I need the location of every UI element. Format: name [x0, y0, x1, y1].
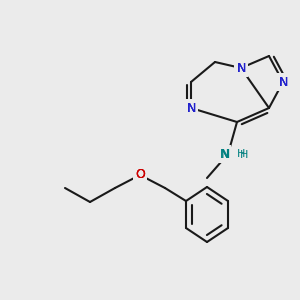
Text: N: N — [220, 148, 229, 160]
Text: N: N — [278, 76, 288, 88]
Text: N: N — [278, 76, 288, 88]
Text: O: O — [135, 169, 145, 182]
Text: N: N — [236, 61, 246, 74]
Text: O: O — [135, 169, 145, 182]
Text: N: N — [236, 61, 246, 74]
Text: O: O — [135, 169, 145, 182]
Text: N: N — [186, 101, 196, 115]
Text: H: H — [239, 151, 248, 160]
Text: N: N — [220, 148, 230, 160]
Text: N: N — [186, 101, 196, 115]
Text: N: N — [186, 101, 196, 115]
Text: N: N — [278, 76, 288, 88]
Text: N: N — [236, 61, 246, 74]
Text: H: H — [236, 149, 245, 159]
Text: N: N — [220, 148, 229, 160]
